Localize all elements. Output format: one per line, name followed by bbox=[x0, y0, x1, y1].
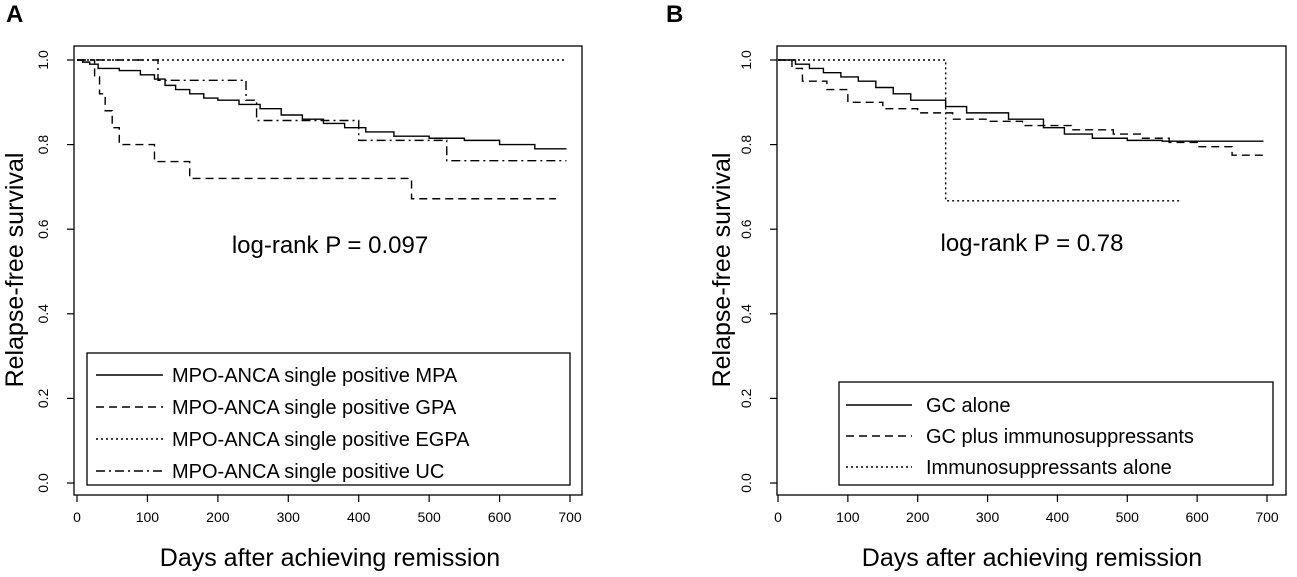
panel-a-logrank-annotation: log-rank P = 0.097 bbox=[232, 232, 428, 259]
panel-b-y-tick-label: 0.0 bbox=[738, 473, 754, 493]
panel-b-curve-dotted bbox=[778, 59, 1180, 202]
panel-a-legend-label: MPO-ANCA single positive UC bbox=[172, 461, 444, 483]
panel-a-y-tick-label: 0.6 bbox=[35, 219, 51, 239]
panel-b-y-tick-label: 0.4 bbox=[738, 304, 754, 324]
panel-b-x-tick-label: 600 bbox=[1185, 509, 1209, 525]
panel-b-x-tick-label: 400 bbox=[1046, 509, 1070, 525]
panel-a-label: A bbox=[6, 1, 23, 28]
panel-a-legend-label: MPO-ANCA single positive EGPA bbox=[172, 429, 470, 451]
panel-a-curve-solid bbox=[77, 59, 567, 150]
panel-a-y-tick-label: 1.0 bbox=[35, 50, 51, 70]
panel-b-legend-label: GC plus immunosuppressants bbox=[926, 426, 1194, 448]
panel-a-x-tick-label: 100 bbox=[136, 509, 160, 525]
panel-a-legend-label: MPO-ANCA single positive MPA bbox=[172, 365, 458, 387]
panel-b-x-axis-title: Days after achieving remission bbox=[862, 544, 1202, 572]
panel-b-logrank-annotation: log-rank P = 0.78 bbox=[940, 230, 1123, 257]
panel-a-plot-frame bbox=[73, 45, 583, 496]
panel-b-x-tick-label: 700 bbox=[1255, 509, 1279, 525]
panel-b-x-tick-label: 100 bbox=[836, 509, 860, 525]
panel-a-x-tick-label: 400 bbox=[347, 509, 371, 525]
panel-a-x-tick-label: 0 bbox=[73, 509, 81, 525]
panel-b-x-tick-label: 300 bbox=[976, 509, 1000, 525]
panel-a-y-axis-title: Relapse-free survival bbox=[1, 153, 29, 388]
panel-b-legend: GC alone GC plus immunosuppressants Immuno… bbox=[838, 381, 1274, 486]
panel-a-legend: MPO-ANCA single positive MPA MPO-ANCA sin… bbox=[86, 352, 571, 486]
panel-b-curve-solid bbox=[778, 59, 1264, 142]
panel-b-y-tick-label: 1.0 bbox=[738, 50, 754, 70]
panel-b-plot-frame bbox=[776, 45, 1287, 496]
panel-a-legend-box bbox=[86, 352, 571, 486]
panel-a-x-tick-label: 300 bbox=[277, 509, 301, 525]
panel-b-legend-label: GC alone bbox=[926, 395, 1011, 417]
panel-a-curve-dashdot bbox=[77, 59, 567, 162]
panel-b-legend-label: Immunosuppressants alone bbox=[926, 457, 1172, 479]
panel-b-x-tick-label: 0 bbox=[774, 509, 782, 525]
panel-a-x-tick-label: 200 bbox=[206, 509, 230, 525]
panel-b: B 0 100 200 300 400 500 600 700 0.0 0.2 0.4 0.6 0.8… bbox=[666, 1, 1287, 572]
panel-b-legend-box bbox=[838, 381, 1274, 486]
panel-a-x-tick-label: 700 bbox=[558, 509, 582, 525]
panel-b-x-tick-label: 500 bbox=[1116, 509, 1140, 525]
panel-a-y-tick-label: 0.4 bbox=[35, 304, 51, 324]
panel-b-y-tick-label: 0.8 bbox=[738, 135, 754, 155]
panel-a-x-tick-label: 500 bbox=[417, 509, 441, 525]
panel-a-x-tick-label: 600 bbox=[488, 509, 512, 525]
panel-a-y-tick-label: 0.8 bbox=[35, 135, 51, 155]
panel-b-x-tick-label: 200 bbox=[906, 509, 930, 525]
panel-a: A 0 100 200 300 400 500 600 700 0.0 0.2 0.4 0.6 0.8… bbox=[1, 1, 583, 572]
panel-b-y-axis-title: Relapse-free survival bbox=[708, 153, 736, 388]
panel-a-x-axis-title: Days after achieving remission bbox=[160, 544, 500, 572]
panel-a-curve-dashed bbox=[77, 59, 556, 200]
panel-b-y-tick-label: 0.6 bbox=[738, 219, 754, 239]
panel-a-legend-label: MPO-ANCA single positive GPA bbox=[172, 397, 457, 419]
panel-a-y-tick-label: 0.2 bbox=[35, 388, 51, 408]
panel-b-y-tick-label: 0.2 bbox=[738, 388, 754, 408]
panel-b-curve-dashed bbox=[778, 59, 1264, 156]
panel-b-label: B bbox=[666, 1, 683, 28]
panel-a-y-tick-label: 0.0 bbox=[35, 473, 51, 493]
